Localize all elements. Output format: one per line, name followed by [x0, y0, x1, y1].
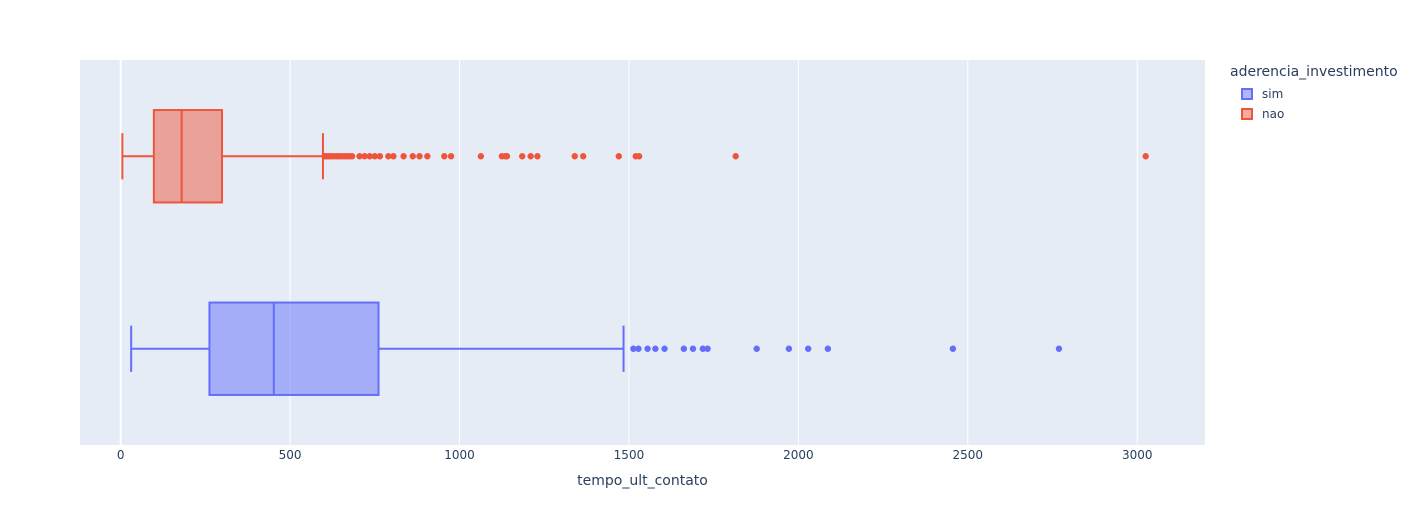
outlier-point-nao-33 — [580, 153, 587, 160]
grid-lines — [119, 60, 1138, 445]
outlier-point-nao-13 — [361, 153, 368, 160]
box-trace-nao — [121, 109, 1149, 204]
outlier-point-nao-20 — [409, 153, 416, 160]
outlier-point-sim-11 — [805, 345, 812, 352]
outlier-point-nao-18 — [390, 153, 397, 160]
x-tick-label-2500: 2500 — [953, 448, 984, 462]
legend-item-sim[interactable]: sim — [1230, 84, 1398, 104]
outlier-point-nao-19 — [400, 153, 407, 160]
outlier-point-sim-14 — [1055, 345, 1063, 352]
outlier-point-nao-14 — [366, 153, 373, 160]
box-iqr-nao — [152, 109, 223, 204]
outlier-point-sim-10 — [785, 345, 793, 352]
outlier-point-nao-32 — [571, 153, 578, 160]
x-tick-label-3000: 3000 — [1122, 448, 1153, 462]
outlier-point-sim-4 — [661, 345, 668, 352]
outlier-point-sim-9 — [753, 345, 760, 352]
legend: aderencia_investimento sim nao — [1230, 64, 1398, 124]
outlier-point-nao-12 — [356, 153, 363, 160]
outlier-point-sim-1 — [635, 345, 642, 352]
x-tick-label-1000: 1000 — [444, 448, 475, 462]
outlier-point-sim-0 — [630, 345, 637, 352]
outlier-point-nao-25 — [477, 153, 485, 160]
outlier-point-sim-6 — [689, 345, 697, 352]
outlier-point-sim-12 — [824, 345, 832, 352]
x-tick-label-500: 500 — [279, 448, 302, 462]
outlier-point-nao-24 — [447, 153, 455, 160]
outlier-point-sim-7 — [699, 345, 707, 352]
box-traces — [121, 109, 1149, 396]
outlier-point-nao-31 — [534, 153, 541, 160]
x-axis-ticks: 0 500 1000 1500 2000 2500 3000 — [117, 448, 1153, 462]
x-axis-label: tempo_ult_contato — [577, 473, 708, 489]
legend-label-nao: nao — [1262, 107, 1285, 121]
box-iqr-sim — [208, 301, 380, 396]
legend-swatch-nao — [1241, 108, 1253, 120]
outlier-point-nao-16 — [376, 153, 384, 160]
outlier-point-nao-21 — [416, 153, 423, 160]
box-trace-sim — [130, 301, 1063, 396]
outlier-point-nao-29 — [519, 153, 526, 160]
outlier-point-sim-5 — [680, 345, 688, 352]
legend-item-nao[interactable]: nao — [1230, 104, 1398, 124]
outlier-point-sim-13 — [949, 345, 957, 352]
outlier-point-nao-28 — [503, 153, 511, 160]
outlier-point-nao-17 — [385, 153, 392, 160]
x-tick-label-1500: 1500 — [614, 448, 645, 462]
outlier-point-nao-30 — [527, 153, 534, 160]
outlier-point-nao-15 — [371, 153, 379, 160]
x-tick-label-0: 0 — [117, 448, 125, 462]
outlier-point-nao-23 — [441, 153, 448, 160]
outlier-point-nao-37 — [732, 153, 739, 160]
outlier-point-nao-36 — [635, 153, 643, 160]
outlier-point-nao-34 — [615, 153, 622, 160]
outlier-point-nao-38 — [1142, 153, 1149, 160]
outlier-point-nao-11 — [348, 153, 356, 160]
x-tick-label-2000: 2000 — [783, 448, 814, 462]
outlier-point-sim-2 — [644, 345, 651, 352]
outlier-point-sim-3 — [652, 345, 659, 352]
legend-label-sim: sim — [1262, 87, 1284, 101]
legend-title: aderencia_investimento — [1230, 64, 1398, 80]
legend-swatch-sim — [1241, 88, 1253, 100]
outlier-point-sim-8 — [704, 345, 711, 352]
outlier-point-nao-22 — [424, 153, 431, 160]
